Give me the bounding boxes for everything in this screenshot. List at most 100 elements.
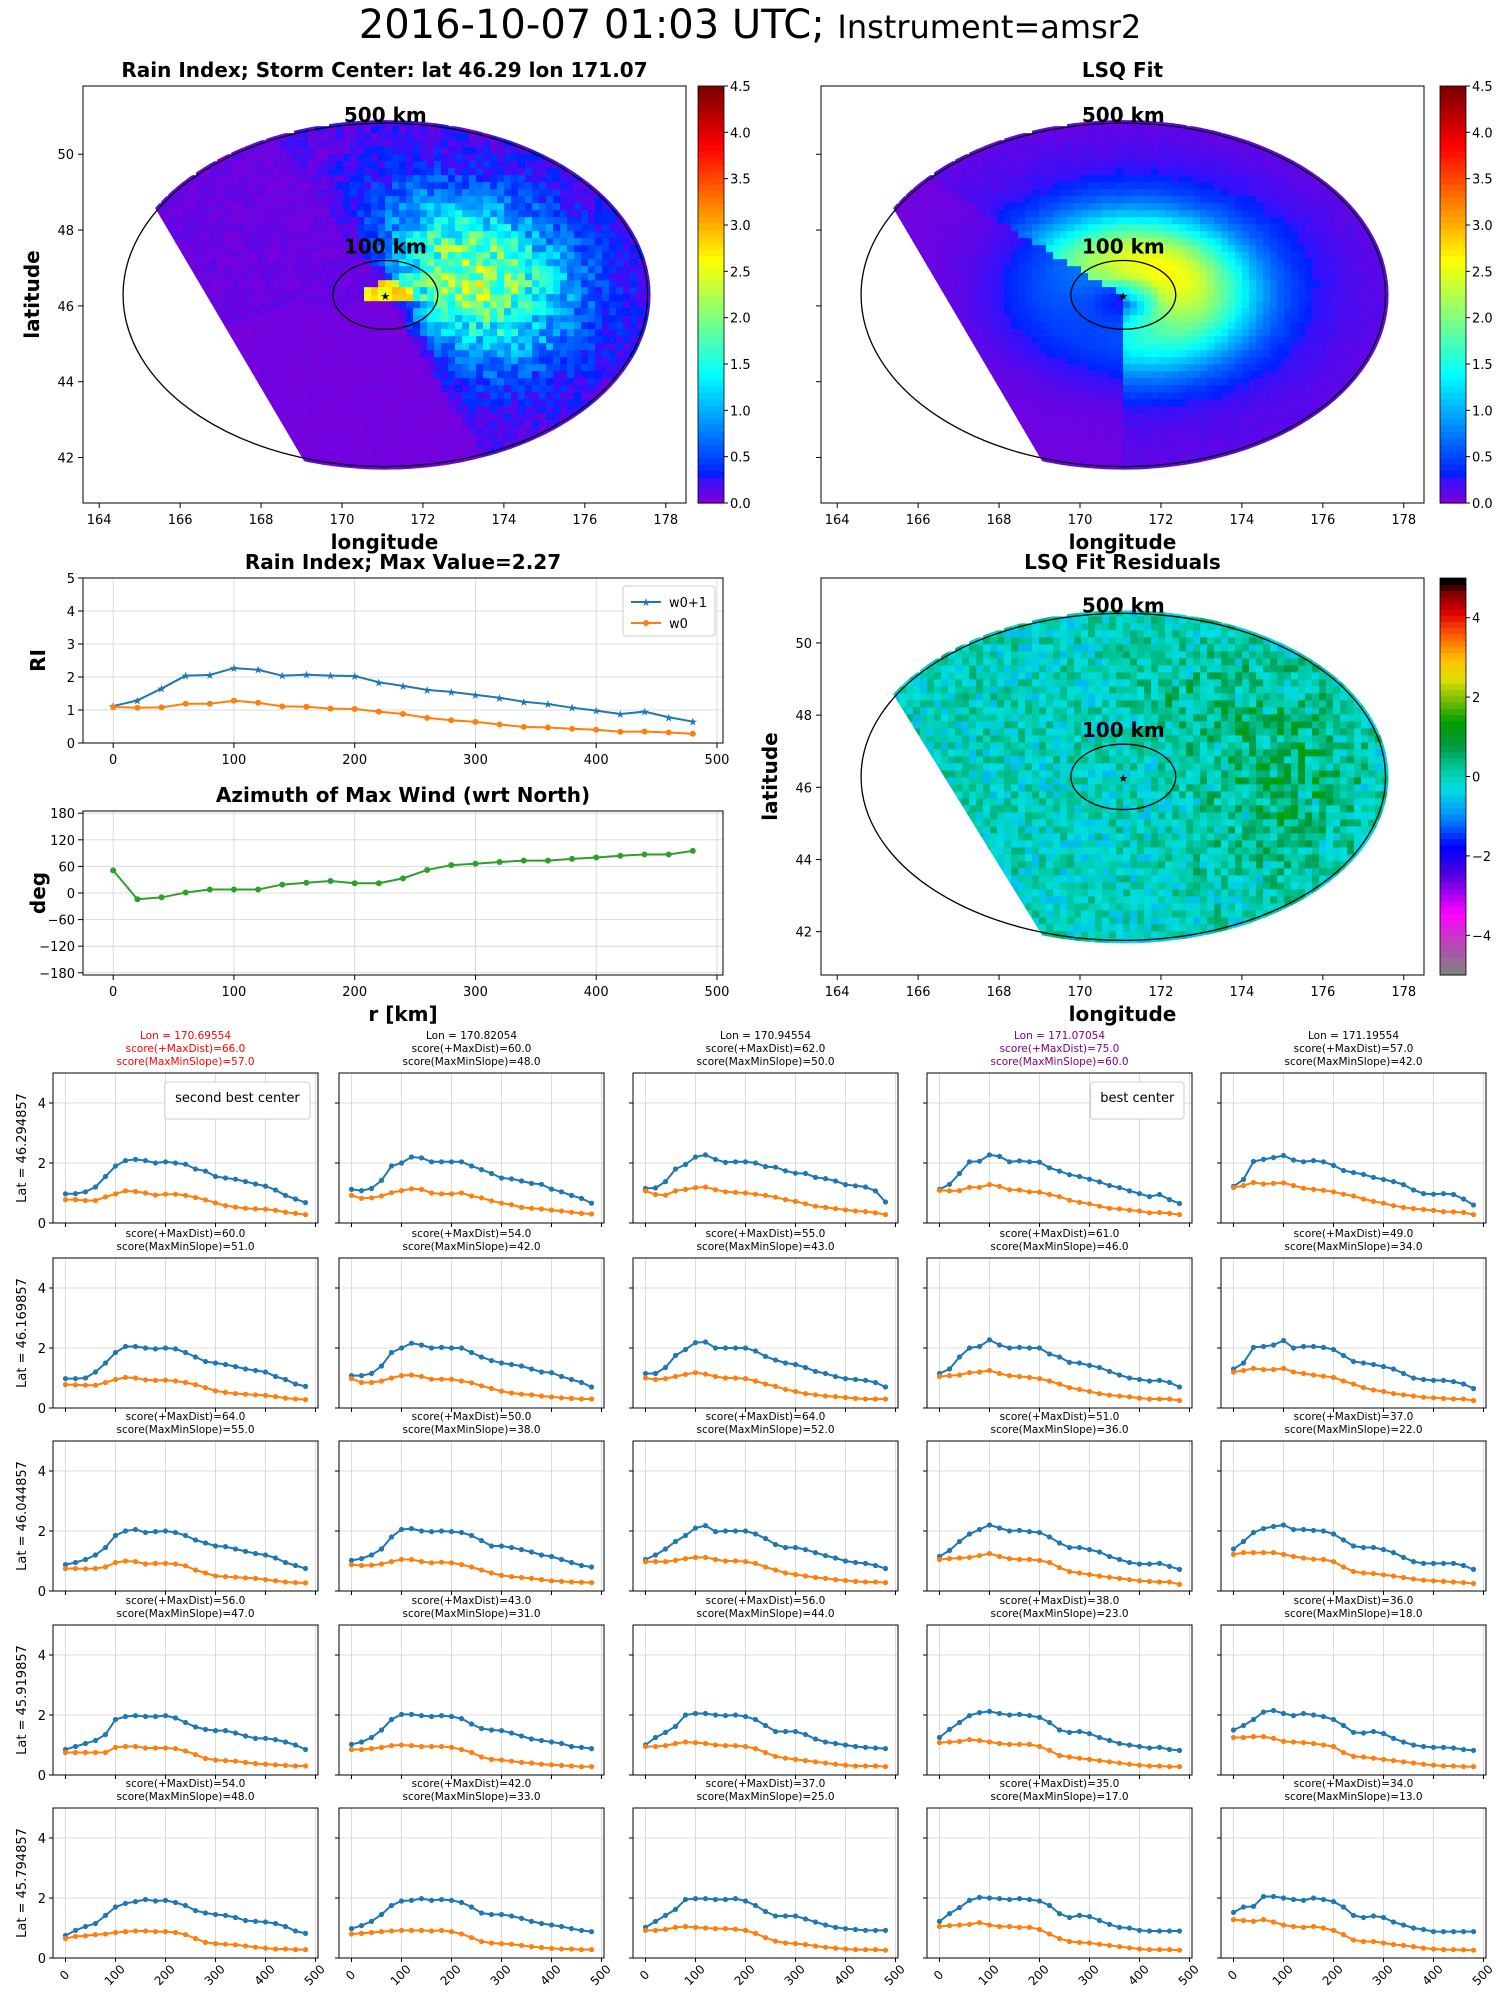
map-cell [955,196,963,204]
map-cell [294,266,302,274]
map-cell [406,210,414,218]
map-cell [1095,315,1103,323]
map-cell [595,399,603,407]
map-cell [175,315,183,323]
map-cell [168,294,176,302]
map-cell [336,350,344,358]
map-cell [581,315,589,323]
map-cell [1004,189,1012,197]
map-cell [413,273,421,281]
map-cell [217,154,225,162]
map-cell [504,147,512,155]
map-cell [1004,399,1012,407]
map-cell [133,336,141,344]
map-cell [906,196,914,204]
map-cell [175,343,183,351]
map-cell [245,420,253,428]
map-cell [553,168,561,176]
map-cell [885,378,893,386]
map-cell [1032,364,1040,372]
map-cell [364,385,372,393]
map-cell [434,308,442,316]
map-cell [1025,378,1033,386]
map-cell [927,231,935,239]
map-cell [371,133,379,141]
map-cell [885,322,893,330]
map-cell [224,168,232,176]
map-cell [567,385,575,393]
map-cell [518,329,526,337]
map-cell [1018,399,1026,407]
map-cell [574,189,582,197]
map-cell [196,287,204,295]
map-cell [385,210,393,218]
map-cell [196,322,204,330]
map-cell [252,308,260,316]
map-cell [336,301,344,309]
map-cell [553,378,561,386]
map-cell [476,259,484,267]
map-cell [140,315,148,323]
map-cell [969,266,977,274]
map-cell [1039,301,1047,309]
map-cell [294,315,302,323]
map-cell [1102,147,1110,155]
map-cell [245,406,253,414]
map-cell [441,455,449,463]
map-cell [539,168,547,176]
map-cell [511,266,519,274]
map-cell [455,203,463,211]
map-cell [553,224,561,232]
map-cell [413,343,421,351]
map-cell [574,196,582,204]
map-cell [1032,308,1040,316]
map-cell [1109,364,1117,372]
map-cell [1123,287,1131,295]
map-cell [392,420,400,428]
map-cell [1004,196,1012,204]
map-cell [1004,357,1012,365]
map-cell [623,273,631,281]
map-cell [1011,343,1019,351]
map-cell [1046,273,1054,281]
map-cell [364,301,372,309]
map-cell [1116,364,1124,372]
map-cell [1004,301,1012,309]
map-cell [154,287,162,295]
map-cell [336,252,344,260]
map-cell [413,427,421,435]
map-cell [525,238,533,246]
map-cell [448,392,456,400]
map-cell [525,182,533,190]
map-cell [885,231,893,239]
map-cell [308,462,316,470]
map-cell [343,427,351,435]
map-cell [1116,406,1124,414]
map-cell [469,378,477,386]
map-cell [504,385,512,393]
map-cell [329,469,337,470]
map-cell [399,189,407,197]
map-cell [329,406,337,414]
map-cell [252,420,260,428]
map-cell [434,210,442,218]
map-cell [147,280,155,288]
map-cell [1102,273,1110,281]
map-cell [913,336,921,344]
map-cell [920,252,928,260]
map-cell [371,175,379,183]
map-cell [490,329,498,337]
map-cell [504,357,512,365]
map-cell [343,189,351,197]
map-cell [1032,182,1040,190]
map-cell [357,203,365,211]
map-cell [343,224,351,232]
map-cell [1123,378,1131,386]
map-cell [1053,210,1061,218]
map-cell [1102,196,1110,204]
map-cell [196,259,204,267]
map-cell [1032,322,1040,330]
map-cell [196,245,204,253]
map-cell [920,203,928,211]
colorbar-frame [697,85,725,504]
